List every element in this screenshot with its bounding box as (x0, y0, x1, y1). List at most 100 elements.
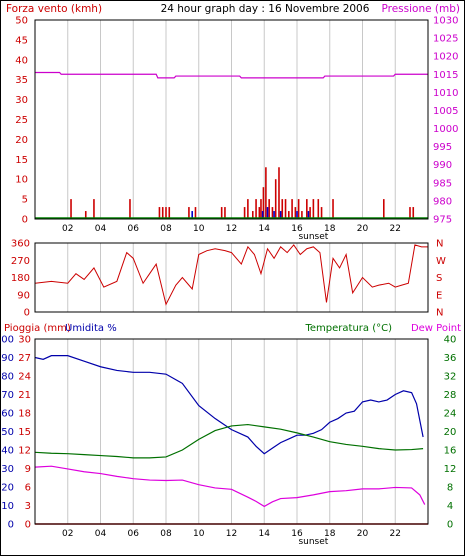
weather-panel-grid (67, 339, 396, 524)
wind-sunset-label: sunset (298, 232, 328, 242)
direction-degree-ticks: 0 90 180 270 360 (11, 239, 30, 319)
direction-degree-label: 360 (11, 239, 30, 250)
humidity-tick-label: 50 (1, 427, 14, 438)
wind-hour-labels: 02 04 06 08 10 12 14 16 18 20 22 (62, 224, 401, 234)
hour-label: 04 (95, 224, 107, 234)
hour-label: 12 (226, 529, 237, 539)
wind-tick-label: 45 (15, 35, 28, 46)
temperature-tick-label: 40 (444, 335, 457, 346)
wind-axis-label: Forza vento (kmh) (6, 3, 102, 15)
hour-label: 14 (259, 529, 271, 539)
hour-label: 20 (357, 529, 369, 539)
pressure-tick-label: 975 (433, 215, 452, 226)
wind-tick-label: 0 (22, 215, 28, 226)
wind-panel-border (34, 19, 429, 220)
wind-tick-label: 10 (15, 175, 28, 186)
rain-tick-label: 15 (18, 427, 31, 438)
pressure-tick-label: 1000 (433, 124, 458, 135)
temperature-axis-label: Temperatura (°C) (304, 323, 392, 334)
pressure-tick-label: 1020 (433, 52, 458, 63)
direction-degree-label: 90 (17, 290, 30, 301)
temperature-tick-label: 24 (444, 409, 457, 420)
hour-label: 16 (291, 224, 303, 234)
dewpoint-line (34, 465, 426, 508)
wind-tick-label: 40 (15, 55, 28, 66)
hour-label: 08 (160, 224, 172, 234)
wind-tick-label: 35 (15, 75, 28, 86)
hour-label: 10 (193, 529, 205, 539)
temperature-tick-label: 0 (447, 520, 453, 531)
temperature-tick-label: 16 (444, 446, 457, 457)
pressure-tick-label: 990 (433, 160, 452, 171)
rain-tick-label: 0 (25, 520, 31, 531)
rain-tick-label: 27 (18, 353, 31, 364)
wind-tick-label: 15 (15, 155, 28, 166)
humidity-tick-label: 70 (1, 390, 14, 401)
temperature-tick-label: 12 (444, 464, 457, 475)
wind-tick-label: 20 (15, 135, 28, 146)
humidity-tick-label: 20 (1, 483, 14, 494)
rain-tick-label: 21 (18, 390, 31, 401)
temperature-tick-label: 32 (444, 372, 457, 383)
temperature-tick-label: 8 (447, 483, 453, 494)
hour-label: 06 (128, 529, 140, 539)
humidity-tick-label: 90 (1, 353, 14, 364)
pressure-tick-label: 1015 (433, 70, 458, 81)
humidity-tick-label: 80 (1, 372, 14, 383)
humidity-tick-label: 10 (1, 501, 14, 512)
hour-label: 20 (357, 224, 369, 234)
rain-tick-label: 24 (18, 372, 31, 383)
humidity-axis-label: Umidita % (65, 323, 117, 334)
hour-label: 22 (390, 529, 401, 539)
humidity-tick-label: 60 (1, 409, 14, 420)
wind-tick-label: 30 (15, 95, 28, 106)
direction-degree-label: 270 (11, 256, 30, 267)
direction-degree-label: 0 (24, 308, 30, 319)
temperature-tick-label: 28 (444, 390, 457, 401)
direction-compass-label: E (436, 290, 442, 301)
pressure-tick-label: 1025 (433, 34, 458, 45)
hour-label: 18 (324, 224, 336, 234)
direction-compass-label: N (436, 239, 443, 250)
wind-tick-label: 25 (15, 115, 28, 126)
rain-tick-label: 12 (18, 446, 31, 457)
hour-label: 04 (95, 529, 107, 539)
pressure-tick-label: 1010 (433, 88, 458, 99)
pressure-axis-label: Pressione (mb) (381, 3, 460, 15)
weather-panel: 0102030405060708090100 03691215182124273… (0, 335, 456, 548)
temperature-tick-label: 4 (447, 501, 453, 512)
pressure-line (35, 71, 428, 79)
dewpoint-axis-label: Dew Point (411, 323, 461, 334)
wind-tick-label: 5 (22, 195, 28, 206)
hour-label: 14 (259, 224, 271, 234)
rain-ticks: 0 3 6 9 12 15 18 21 24 27 30 (18, 335, 31, 531)
pressure-tick-label: 1005 (433, 106, 458, 117)
weather-sunset-label: sunset (298, 537, 328, 547)
direction-panel-border (34, 242, 429, 313)
direction-compass-label: N (436, 308, 443, 319)
weather-hour-labels: 02 04 06 08 10 12 14 16 18 20 22 (62, 529, 401, 539)
pressure-tick-label: 995 (433, 142, 452, 153)
direction-compass-label: S (436, 273, 442, 284)
temperature-line (34, 423, 424, 459)
rain-tick-label: 3 (25, 501, 31, 512)
rain-tick-label: 30 (18, 335, 31, 346)
direction-panel-grid (67, 243, 396, 312)
humidity-tick-label: 40 (1, 446, 14, 457)
hour-label: 02 (62, 224, 73, 234)
pressure-tick-label: 985 (433, 178, 452, 189)
rain-tick-label: 6 (25, 483, 31, 494)
hour-label: 08 (160, 529, 172, 539)
hour-label: 10 (193, 224, 205, 234)
rain-axis-label: Pioggia (mm) (4, 323, 71, 334)
pressure-tick-label: 980 (433, 196, 452, 207)
direction-degree-label: 180 (11, 273, 30, 284)
humidity-tick-label: 0 (8, 520, 14, 531)
hour-label: 06 (128, 224, 140, 234)
hour-label: 02 (62, 529, 73, 539)
